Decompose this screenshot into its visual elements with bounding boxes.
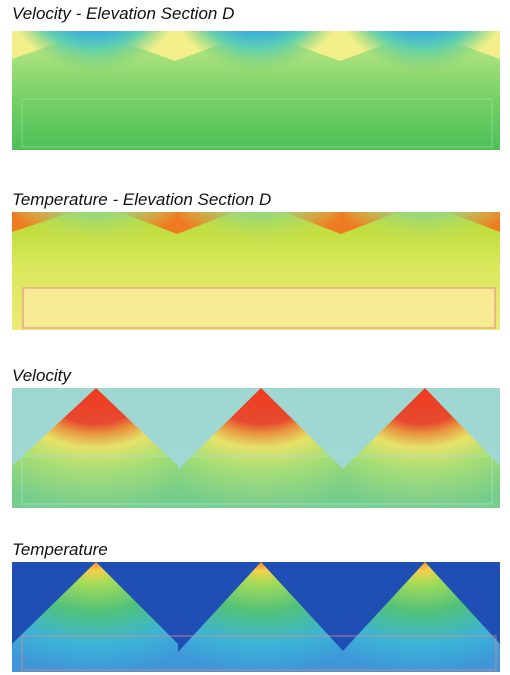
panel-title-temperature-section-d: Temperature - Elevation Section D xyxy=(12,190,272,209)
temperature-section-d-contour xyxy=(12,212,500,330)
temperature-cones-contour xyxy=(12,562,500,672)
jet-plume-1 xyxy=(19,31,169,127)
jet-plume-2 xyxy=(179,212,339,282)
velocity-section-d-contour xyxy=(12,31,500,150)
velocity-cones-contour xyxy=(12,388,500,508)
jet-plume-3 xyxy=(347,31,497,127)
temperature-cone-2 xyxy=(178,562,344,672)
temperature-cone-3 xyxy=(342,562,500,672)
panel-title-velocity-section-d: Velocity - Elevation Section D xyxy=(12,4,235,23)
occupied-zone-box xyxy=(22,287,496,329)
jet-plume-2 xyxy=(182,31,332,127)
panel-title-velocity-cones: Velocity xyxy=(12,366,71,385)
jet-plume-1 xyxy=(16,212,176,282)
jet-plume-3 xyxy=(344,212,500,282)
panel-title-temperature-cones: Temperature xyxy=(12,540,108,559)
temperature-cone-1 xyxy=(12,562,178,672)
